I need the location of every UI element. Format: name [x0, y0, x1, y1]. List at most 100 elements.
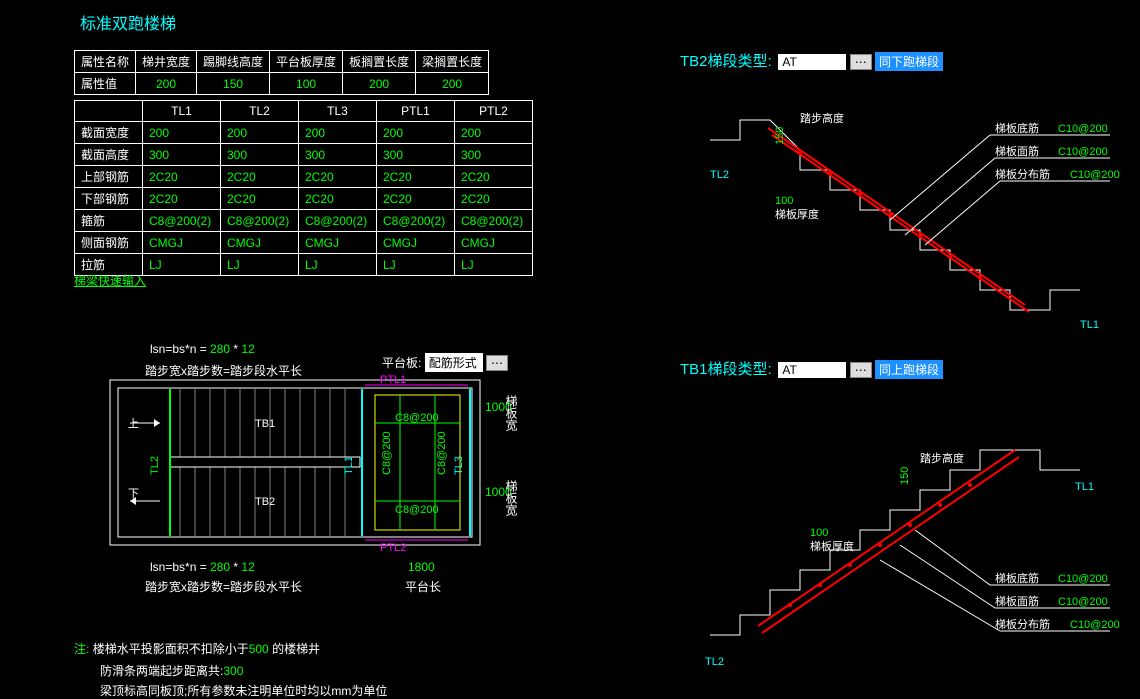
svg-text:PTL2: PTL2	[380, 542, 406, 554]
t2-row-2-cell-1[interactable]: 2C20	[221, 166, 299, 188]
svg-text:C8@200: C8@200	[395, 504, 439, 516]
t2-row-3-cell-1[interactable]: 2C20	[221, 188, 299, 210]
note-line2: 防滑条两端起步距离共:300	[100, 662, 243, 679]
t2-row-2-cell-2[interactable]: 2C20	[299, 166, 377, 188]
svg-text:TL1: TL1	[1075, 481, 1094, 493]
tb2-sync-button[interactable]: 同下跑梯段	[875, 52, 943, 71]
t2-row-2-cell-4[interactable]: 2C20	[455, 166, 533, 188]
svg-text:上: 上	[128, 417, 139, 430]
formula-prefix: lsn=bs*n =	[150, 342, 210, 356]
tb2-title: TB2梯段类型:	[680, 53, 772, 70]
t2-row-1-cell-4[interactable]: 300	[455, 144, 533, 166]
t2-row-0-cell-2[interactable]: 200	[299, 122, 377, 144]
svg-text:C10@200: C10@200	[1058, 123, 1108, 135]
t2-row-2-cell-0[interactable]: 2C20	[143, 166, 221, 188]
t2-hdr-1: TL1	[143, 101, 221, 122]
plan-diagram: 上 下 TB1 TB2 TL2 TL1 TL3 PTL1 PTL2 C8@200…	[100, 375, 500, 555]
t2-row-4-cell-2[interactable]: C8@200(2)	[299, 210, 377, 232]
platform-input[interactable]: 配筋形式	[425, 353, 483, 372]
side-label-b: 梯板宽	[503, 480, 520, 516]
t2-row-6-cell-2[interactable]: LJ	[299, 254, 377, 276]
t2-row-3-cell-2[interactable]: 2C20	[299, 188, 377, 210]
svg-text:梯板厚度: 梯板厚度	[775, 207, 819, 221]
t2-row-1-cell-3[interactable]: 300	[377, 144, 455, 166]
t2-row-6-cell-1[interactable]: LJ	[221, 254, 299, 276]
platform-len-label: 平台长	[405, 578, 441, 595]
t1-h2: 踢脚线高度	[197, 51, 270, 73]
svg-text:100: 100	[775, 195, 793, 207]
formula-top: lsn=bs*n = 280 * 12	[150, 342, 255, 356]
t2-row-4-cell-4[interactable]: C8@200(2)	[455, 210, 533, 232]
t2-row-4-label: 箍筋	[75, 210, 143, 232]
t2-row-5-cell-2[interactable]: CMGJ	[299, 232, 377, 254]
tb2-section-diagram: TL2 TL1 踏步高度 150 100 梯板厚度 梯板底筋 C10@200 梯…	[680, 80, 1120, 340]
svg-text:100: 100	[810, 527, 828, 539]
svg-text:梯板厚度: 梯板厚度	[810, 539, 854, 553]
formula-bottom: lsn=bs*n = 280 * 12	[150, 560, 255, 574]
t2-row-0-cell-0[interactable]: 200	[143, 122, 221, 144]
svg-text:TB1: TB1	[255, 418, 275, 430]
svg-text:C8@200: C8@200	[395, 412, 439, 424]
t2-row-1-cell-1[interactable]: 300	[221, 144, 299, 166]
t2-row-0-cell-4[interactable]: 200	[455, 122, 533, 144]
tb1-type-input[interactable]: AT	[778, 362, 846, 378]
svg-text:TL3: TL3	[453, 456, 465, 475]
t1-v0[interactable]: 200	[136, 73, 197, 95]
t2-row-3-cell-0[interactable]: 2C20	[143, 188, 221, 210]
t2-row-2-cell-3[interactable]: 2C20	[377, 166, 455, 188]
svg-text:梯板面筋: 梯板面筋	[995, 594, 1039, 608]
property-table: 属性名称 梯井宽度 踢脚线高度 平台板厚度 板搁置长度 梁搁置长度 属性值 20…	[74, 50, 489, 95]
svg-text:150: 150	[899, 467, 911, 485]
tb2-header: TB2梯段类型: AT ⋯ 同下跑梯段	[680, 50, 943, 71]
t2-row-4-cell-1[interactable]: C8@200(2)	[221, 210, 299, 232]
t2-row-4-cell-3[interactable]: C8@200(2)	[377, 210, 455, 232]
platform-label: 平台板:	[382, 356, 421, 370]
t2-row-4-cell-0[interactable]: C8@200(2)	[143, 210, 221, 232]
beam-table: TL1TL2TL3PTL1PTL2截面宽度200200200200200截面高度…	[74, 100, 533, 276]
svg-text:下: 下	[128, 488, 139, 500]
svg-text:C10@200: C10@200	[1058, 573, 1108, 585]
t2-row-0-cell-1[interactable]: 200	[221, 122, 299, 144]
svg-text:梯板面筋: 梯板面筋	[995, 144, 1039, 158]
svg-text:TB2: TB2	[255, 496, 275, 508]
tb1-sync-button[interactable]: 同上跑梯段	[875, 360, 943, 379]
t2-row-5-cell-0[interactable]: CMGJ	[143, 232, 221, 254]
t2-row-0-cell-3[interactable]: 200	[377, 122, 455, 144]
svg-text:梯板分布筋: 梯板分布筋	[995, 617, 1050, 631]
t2-row-5-cell-4[interactable]: CMGJ	[455, 232, 533, 254]
t2-row-1-cell-2[interactable]: 300	[299, 144, 377, 166]
t1-h4: 板搁置长度	[343, 51, 416, 73]
t2-row-6-cell-0[interactable]: LJ	[143, 254, 221, 276]
t1-h0: 属性名称	[75, 51, 136, 73]
t2-row-6-cell-4[interactable]: LJ	[455, 254, 533, 276]
svg-text:PTL1: PTL1	[380, 375, 406, 386]
t2-row-3-cell-3[interactable]: 2C20	[377, 188, 455, 210]
t2-row-5-cell-1[interactable]: CMGJ	[221, 232, 299, 254]
quick-input-link[interactable]: 梯梁快速输入	[74, 272, 146, 289]
tb2-more-button[interactable]: ⋯	[850, 54, 872, 70]
t1-v4[interactable]: 200	[416, 73, 489, 95]
platform-more-button[interactable]: ⋯	[486, 355, 508, 371]
t1-v2[interactable]: 100	[270, 73, 343, 95]
t2-hdr-0	[75, 101, 143, 122]
svg-text:梯板底筋: 梯板底筋	[995, 121, 1039, 135]
tb1-section-diagram: TL2 TL1 踏步高度 150 100 梯板厚度 梯板底筋 C10@200 梯…	[680, 390, 1120, 670]
svg-text:150: 150	[774, 127, 786, 145]
formula-v1: 280	[210, 342, 230, 356]
t1-v3[interactable]: 200	[343, 73, 416, 95]
tb2-type-input[interactable]: AT	[778, 54, 846, 70]
tb1-more-button[interactable]: ⋯	[850, 362, 872, 378]
t2-hdr-3: TL3	[299, 101, 377, 122]
formula-caption-bottom: 踏步宽x踏步数=踏步段水平长	[145, 578, 302, 595]
dim-1800: 1800	[408, 560, 435, 574]
t2-hdr-5: PTL2	[455, 101, 533, 122]
t2-row-5-cell-3[interactable]: CMGJ	[377, 232, 455, 254]
t2-row-1-cell-0[interactable]: 300	[143, 144, 221, 166]
svg-text:踏步高度: 踏步高度	[920, 451, 964, 465]
svg-text:TL2: TL2	[149, 456, 161, 475]
tb1-header: TB1梯段类型: AT ⋯ 同上跑梯段	[680, 358, 943, 379]
t2-row-3-cell-4[interactable]: 2C20	[455, 188, 533, 210]
t2-row-6-cell-3[interactable]: LJ	[377, 254, 455, 276]
t2-row-1-label: 截面高度	[75, 144, 143, 166]
t1-v1[interactable]: 150	[197, 73, 270, 95]
